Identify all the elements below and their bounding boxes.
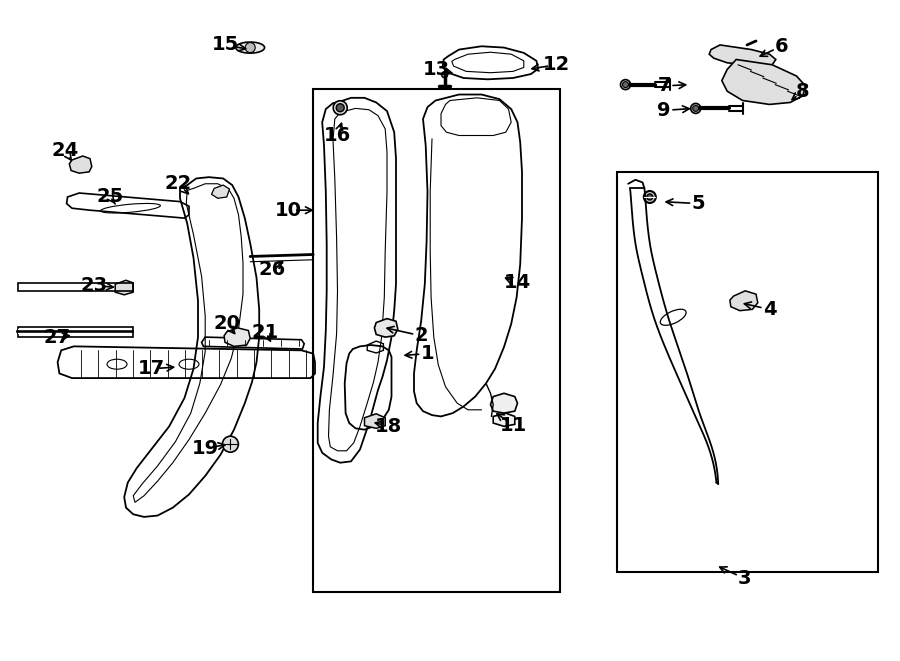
Text: 16: 16 (324, 126, 351, 145)
Text: 14: 14 (504, 274, 531, 292)
Text: 3: 3 (737, 569, 751, 588)
Polygon shape (493, 413, 515, 426)
Polygon shape (374, 319, 398, 337)
Circle shape (337, 104, 344, 112)
Polygon shape (115, 280, 133, 295)
Bar (313, 89, 560, 592)
Polygon shape (212, 185, 230, 198)
Bar (616, 172, 878, 572)
Text: 27: 27 (43, 328, 70, 346)
Circle shape (644, 191, 656, 203)
Text: 10: 10 (274, 201, 302, 219)
Text: 6: 6 (774, 37, 788, 56)
Polygon shape (364, 414, 385, 428)
Text: 11: 11 (500, 416, 526, 434)
Text: 12: 12 (543, 56, 570, 74)
Circle shape (442, 71, 447, 78)
Circle shape (623, 81, 628, 88)
Circle shape (647, 194, 652, 200)
Text: 23: 23 (81, 276, 108, 295)
Text: 9: 9 (657, 101, 671, 120)
Polygon shape (491, 393, 518, 413)
Circle shape (620, 79, 631, 90)
Circle shape (690, 103, 701, 114)
Polygon shape (709, 45, 776, 66)
Text: 4: 4 (762, 300, 777, 319)
Text: 21: 21 (252, 323, 279, 342)
Text: 18: 18 (375, 417, 402, 436)
Text: 19: 19 (192, 439, 219, 457)
Polygon shape (224, 328, 250, 346)
Text: 26: 26 (258, 260, 285, 279)
Circle shape (245, 42, 256, 53)
Text: 20: 20 (213, 315, 240, 333)
Text: 1: 1 (420, 344, 435, 363)
Circle shape (333, 100, 347, 115)
Text: 17: 17 (138, 360, 165, 378)
Text: 7: 7 (657, 77, 671, 95)
Polygon shape (236, 42, 265, 53)
Polygon shape (722, 59, 806, 104)
Text: 24: 24 (51, 141, 78, 160)
Polygon shape (69, 156, 92, 173)
Text: 2: 2 (414, 327, 428, 345)
Text: 22: 22 (165, 175, 192, 193)
Polygon shape (730, 291, 758, 311)
Text: 5: 5 (691, 194, 706, 213)
Text: 13: 13 (423, 60, 450, 79)
Text: 15: 15 (212, 36, 239, 54)
Text: 8: 8 (796, 82, 810, 100)
Text: 25: 25 (96, 188, 123, 206)
Circle shape (222, 436, 239, 452)
Circle shape (693, 105, 698, 112)
